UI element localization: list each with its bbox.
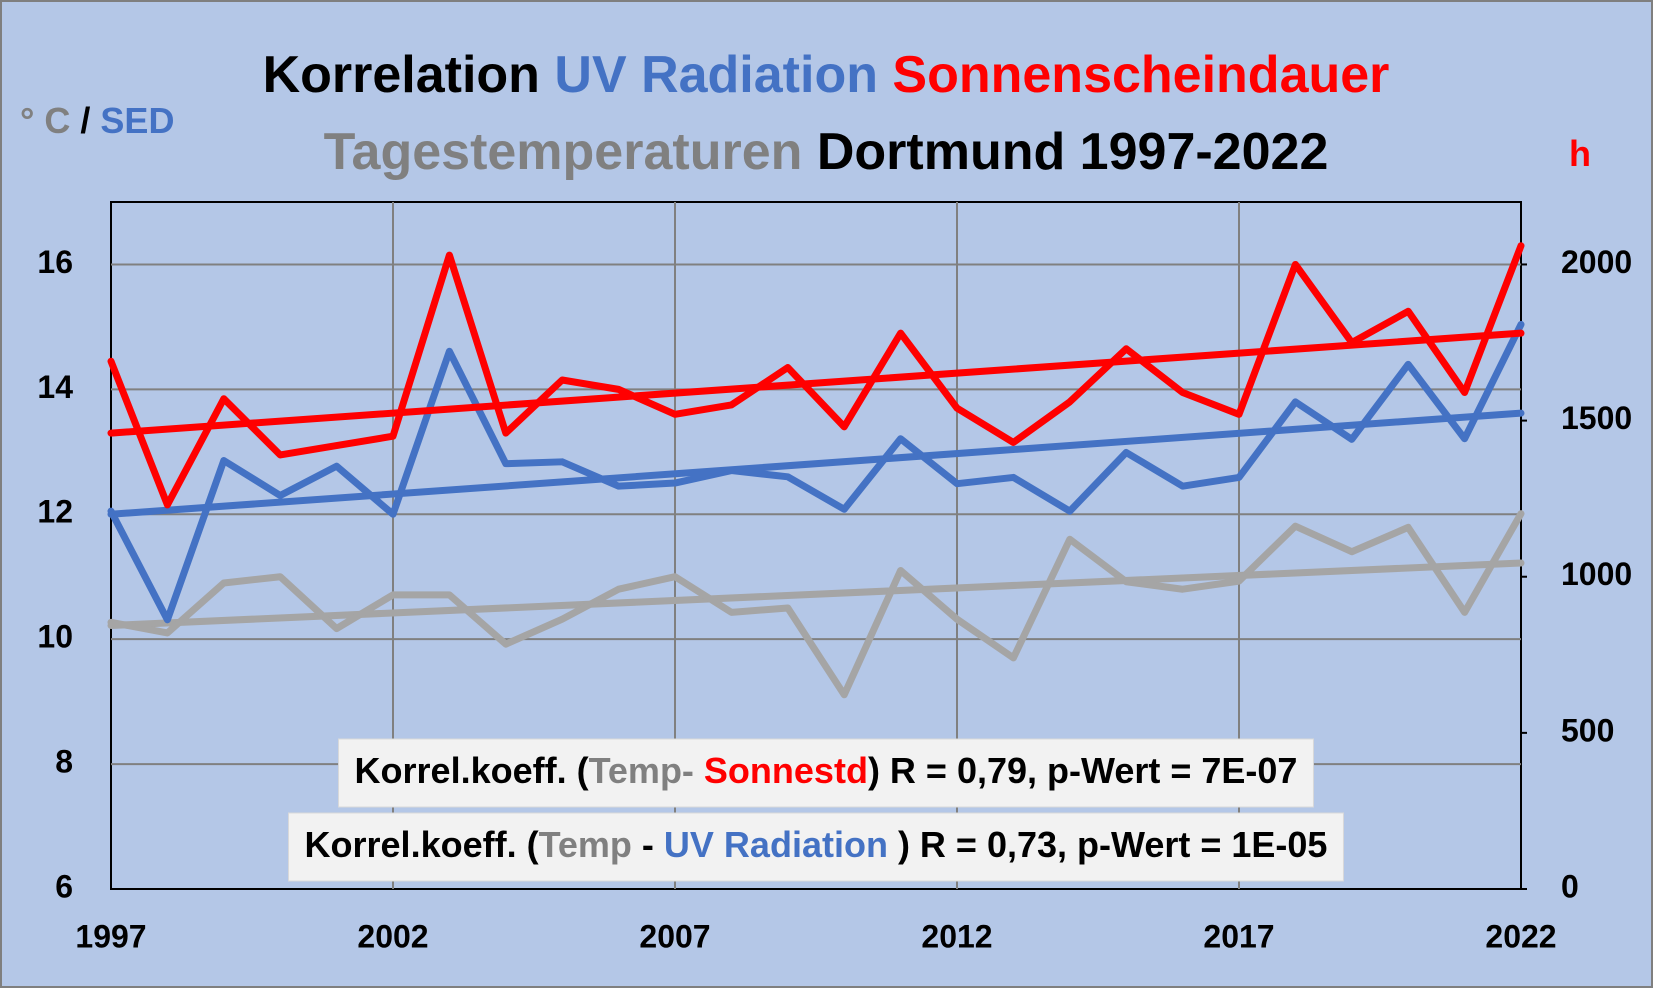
y-axis-label-part: SED xyxy=(100,100,174,141)
annotation-part: Korrel.koeff. ( xyxy=(305,824,539,865)
y-tick-label: 14 xyxy=(37,369,73,405)
annotation-box xyxy=(288,812,1344,882)
y-tick-label: 8 xyxy=(55,744,73,780)
trend-line xyxy=(107,329,1525,437)
annotation: Korrel.koeff. (Temp- Sonnestd) R = 0,79,… xyxy=(355,750,1298,791)
trend-line xyxy=(107,409,1525,518)
series-line xyxy=(107,242,1525,509)
annotation-part: - xyxy=(632,824,664,865)
annotation-part: Korrel.koeff. ( xyxy=(355,750,589,791)
chart-title-part: Tagestemperaturen xyxy=(324,123,803,181)
annotation-box xyxy=(338,738,1314,808)
x-tick-label: 2002 xyxy=(357,918,428,954)
y2-axis-label-part: h xyxy=(1569,133,1591,174)
y-axis-label-part: / xyxy=(70,100,100,141)
series-line xyxy=(107,320,1525,624)
labels: 6 8 10 12 14 16 0 500 1000 1500 2000 1997 2002 2007 20… xyxy=(20,46,1632,955)
x-tick-label: 2007 xyxy=(639,918,710,954)
annotation-part: ) R = 0,79, p-Wert = 7E-07 xyxy=(868,750,1298,791)
chart-title: Korrelation UV Radiation Sonnenscheindau… xyxy=(263,46,1390,104)
x-tick-label: 2022 xyxy=(1485,918,1556,954)
y-tick-label: 6 xyxy=(55,868,73,904)
chart-title-part: Dortmund 1997-2022 xyxy=(802,123,1328,181)
chart-title-part: UV Radiation xyxy=(554,46,878,104)
y2-tick-label: 1500 xyxy=(1561,400,1632,436)
annotation-part: Temp- xyxy=(589,750,694,791)
chart-title-part: Sonnenscheindauer xyxy=(878,46,1389,104)
y-tick-label: 16 xyxy=(37,244,73,280)
y-tick-label: 12 xyxy=(37,494,73,530)
x-tick-label: 2012 xyxy=(921,918,992,954)
annotation: Korrel.koeff. (Temp - UV Radiation ) R =… xyxy=(305,824,1328,865)
x-tick-label: 2017 xyxy=(1203,918,1274,954)
y2-tick-label: 1000 xyxy=(1561,556,1632,592)
y2-axis-label: h xyxy=(1569,133,1591,174)
lines xyxy=(107,242,1525,699)
y2-tick-label: 500 xyxy=(1561,712,1614,748)
chart-title: Tagestemperaturen Dortmund 1997-2022 xyxy=(324,123,1329,181)
y2-tick-label: 2000 xyxy=(1561,244,1632,280)
y-axis-label-part: ° C xyxy=(20,100,70,141)
x-tick-label: 1997 xyxy=(75,918,146,954)
chart-title-part: Korrelation xyxy=(263,46,555,104)
series-line xyxy=(107,510,1525,699)
annotation-part: ) R = 0,73, p-Wert = 1E-05 xyxy=(888,824,1328,865)
y-axis-label: ° C / SED xyxy=(20,100,174,141)
annotation-part: Temp xyxy=(539,824,632,865)
annotation-part: UV Radiation xyxy=(664,824,888,865)
y-tick-label: 10 xyxy=(37,619,73,655)
annotation-part: Sonnestd xyxy=(694,750,868,791)
trend-line xyxy=(107,559,1525,629)
grid xyxy=(111,202,1527,890)
y2-tick-label: 0 xyxy=(1561,868,1579,904)
